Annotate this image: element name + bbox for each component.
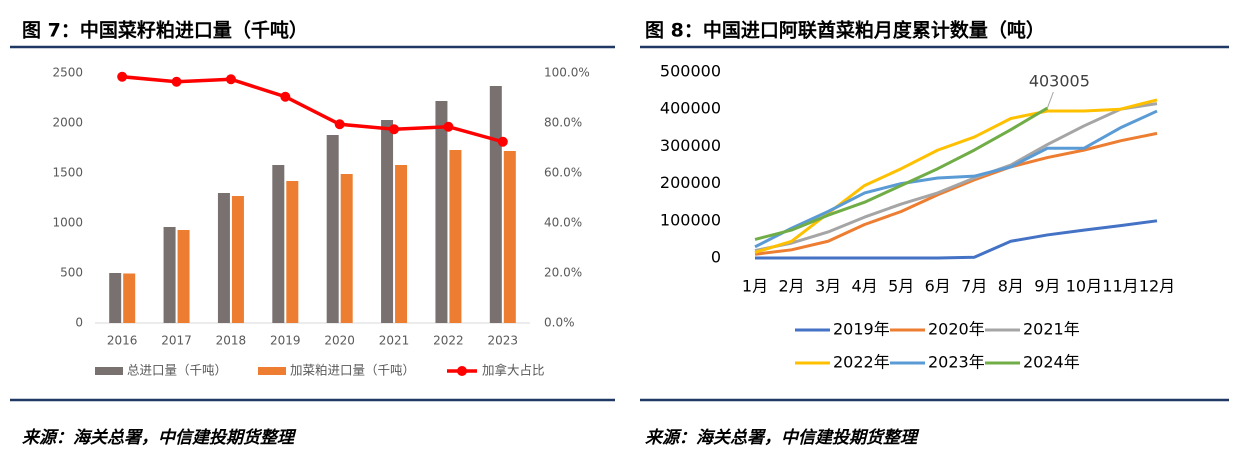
line xyxy=(754,102,1158,253)
bar xyxy=(123,273,136,323)
y-tick-label: 2000 xyxy=(52,116,83,130)
x-tick-label: 8月 xyxy=(998,277,1024,296)
x-tick-label: 3月 xyxy=(815,277,841,296)
x-tick-label: 9月 xyxy=(1034,277,1060,296)
marker xyxy=(443,121,454,132)
marker xyxy=(225,74,236,85)
y-tick-label: 500000 xyxy=(660,62,721,81)
bar xyxy=(177,230,190,323)
bar xyxy=(435,101,448,323)
bar xyxy=(272,165,285,323)
legend-label: 2020年 xyxy=(928,320,985,339)
bar xyxy=(449,150,462,323)
line xyxy=(754,109,1158,249)
bar xyxy=(217,193,230,323)
legend-swatch xyxy=(95,367,123,375)
marker xyxy=(334,119,345,130)
bar xyxy=(395,165,408,323)
y2-tick-label: 40.0% xyxy=(544,216,582,230)
y-tick-label: 1500 xyxy=(52,166,83,180)
y-tick-label: 300000 xyxy=(660,136,721,155)
x-tick-label: 2017 xyxy=(161,334,192,348)
x-tick-label: 1月 xyxy=(742,277,768,296)
x-tick-label: 6月 xyxy=(925,277,951,296)
data-label: 403005 xyxy=(1029,72,1090,91)
bar xyxy=(286,181,299,323)
x-tick-label: 2月 xyxy=(778,277,804,296)
x-tick-label: 7月 xyxy=(961,277,987,296)
x-tick-label: 2021 xyxy=(379,334,410,348)
x-tick-label: 2023 xyxy=(488,334,519,348)
x-tick-label: 2016 xyxy=(107,334,138,348)
y-tick-label: 0 xyxy=(711,248,721,267)
y-tick-label: 400000 xyxy=(660,99,721,118)
y-tick-label: 200000 xyxy=(660,173,721,192)
chart-title: 图 7：中国菜籽粕进口量（千吨） xyxy=(22,19,308,42)
legend-label: 2021年 xyxy=(1023,320,1080,339)
y-tick-label: 0 xyxy=(75,316,83,330)
marker xyxy=(497,136,508,147)
marker xyxy=(117,71,128,82)
line xyxy=(754,131,1158,256)
legend-label: 加拿大占比 xyxy=(482,363,545,378)
x-tick-label: 2022 xyxy=(433,334,464,348)
line xyxy=(754,106,1049,241)
bar xyxy=(163,227,176,323)
x-tick-label: 5月 xyxy=(888,277,914,296)
legend-label: 2023年 xyxy=(928,353,985,372)
y2-tick-label: 80.0% xyxy=(544,116,582,130)
legend-swatch xyxy=(457,366,467,376)
source: 来源：海关总署，中信建投期货整理 xyxy=(645,428,920,448)
label-leader xyxy=(1046,91,1054,109)
bar xyxy=(503,151,516,323)
legend-swatch xyxy=(258,367,286,375)
x-tick-label: 10月 xyxy=(1066,277,1102,296)
y-tick-label: 2500 xyxy=(52,66,83,80)
source: 来源：海关总署，中信建投期货整理 xyxy=(22,428,297,448)
chart-title: 图 8：中国进口阿联酋菜粕月度累计数量（吨） xyxy=(645,19,1045,42)
legend-label: 2019年 xyxy=(833,320,890,339)
x-tick-label: 12月 xyxy=(1139,277,1175,296)
y2-tick-label: 0.0% xyxy=(544,316,575,330)
x-tick-label: 4月 xyxy=(852,277,878,296)
line xyxy=(755,219,1158,260)
marker xyxy=(171,76,182,87)
bar xyxy=(381,120,394,323)
line xyxy=(122,75,504,144)
bar xyxy=(326,135,339,323)
legend-label: 总进口量（千吨） xyxy=(127,363,227,378)
marker xyxy=(389,124,400,135)
x-tick-label: 11月 xyxy=(1102,277,1138,296)
y2-tick-label: 20.0% xyxy=(544,266,582,280)
y-tick-label: 1000 xyxy=(52,216,83,230)
bar xyxy=(109,273,122,323)
marker xyxy=(280,91,291,102)
y-tick-label: 100000 xyxy=(660,210,721,229)
bar xyxy=(340,174,353,323)
legend-label: 2024年 xyxy=(1023,353,1080,372)
bar xyxy=(489,86,502,323)
x-tick-label: 2020 xyxy=(324,334,355,348)
legend-label: 2022年 xyxy=(833,353,890,372)
x-tick-label: 2019 xyxy=(270,334,301,348)
bar xyxy=(231,196,244,323)
y2-tick-label: 60.0% xyxy=(544,166,582,180)
y2-tick-label: 100.0% xyxy=(544,66,590,80)
legend-label: 加菜粕进口量（千吨） xyxy=(290,363,415,378)
x-tick-label: 2018 xyxy=(216,334,247,348)
y-tick-label: 500 xyxy=(60,266,83,280)
